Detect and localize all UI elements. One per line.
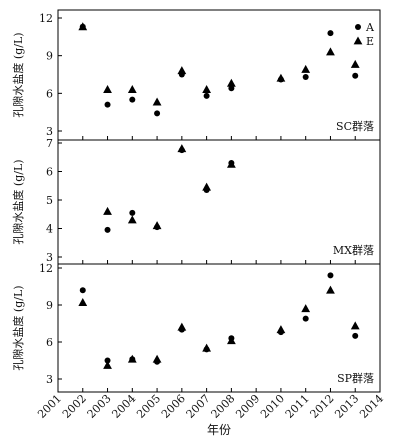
- data-point-circle: [352, 332, 359, 339]
- panel-frame: [57, 9, 381, 141]
- panel-label: MX群落: [333, 243, 374, 257]
- data-point-circle: [104, 101, 111, 108]
- panel-2: 3 6 9 12 孔隙水盐度 (g/L) SP群落: [11, 262, 381, 393]
- data-point-triangle: [127, 85, 137, 93]
- data-point-triangle: [226, 159, 236, 168]
- y-tick-label: 6: [46, 87, 53, 100]
- legend-label: A: [365, 21, 375, 34]
- y-tick-label: 4: [46, 223, 53, 236]
- x-axis-label: 年份: [207, 423, 231, 437]
- data-point-triangle: [276, 325, 286, 334]
- data-point-circle: [104, 226, 111, 233]
- y-axis-label: 孔隙水盐度 (g/L): [11, 32, 25, 117]
- data-point-triangle: [152, 97, 162, 106]
- data-point-circle: [104, 357, 111, 364]
- data-point-triangle: [326, 47, 335, 56]
- data-point-circle: [228, 85, 235, 92]
- x-tick-label: 2009: [233, 392, 262, 421]
- legend-item: E: [353, 35, 374, 48]
- x-tick-label: 2012: [308, 392, 337, 421]
- y-tick-label: 3: [46, 251, 53, 264]
- data-point-circle: [154, 110, 161, 117]
- panel-label: SP群落: [337, 371, 374, 385]
- y-tick-label: 5: [46, 194, 53, 207]
- x-tick-label: 2008: [209, 392, 238, 421]
- data-point-triangle: [127, 215, 137, 224]
- y-tick-label: 3: [46, 125, 53, 138]
- data-point-triangle: [202, 343, 212, 352]
- data-point-circle: [129, 96, 136, 103]
- data-point-triangle: [78, 297, 88, 306]
- y-tick-label: 9: [46, 50, 53, 63]
- y-tick-label: 9: [46, 299, 53, 312]
- y-tick-label: 12: [39, 262, 53, 275]
- x-tick-label: 2003: [85, 392, 114, 421]
- legend-label: E: [366, 35, 374, 48]
- x-tick-label: 2013: [332, 392, 361, 421]
- data-point-triangle: [177, 322, 187, 331]
- panel-1: 3 4 5 6 7 孔隙水盐度 (g/L) MX群落: [11, 137, 381, 265]
- panel-label: SC群落: [336, 119, 374, 133]
- x-tick-label: 2004: [109, 392, 138, 421]
- panel-0: 3 6 9 12 孔隙水盐度 (g/L) SC群落: [11, 9, 381, 141]
- data-point-triangle: [202, 182, 212, 191]
- y-tick-label: 6: [46, 166, 53, 179]
- data-point-circle: [79, 287, 86, 294]
- data-point-circle: [203, 92, 210, 99]
- y-tick-label: 7: [46, 137, 53, 150]
- legend: AE: [353, 21, 375, 48]
- data-point-circle: [129, 209, 136, 216]
- data-point-triangle: [326, 285, 335, 294]
- data-point-circle: [352, 72, 359, 79]
- data-point-triangle: [301, 304, 311, 313]
- legend-item: A: [355, 21, 375, 34]
- data-point-triangle: [127, 354, 137, 363]
- data-point-triangle: [177, 66, 187, 75]
- data-point-triangle: [226, 336, 236, 345]
- data-point-triangle: [177, 144, 187, 153]
- panel-frame: [57, 139, 381, 265]
- x-tick-label: 2006: [159, 392, 188, 421]
- y-tick-label: 3: [46, 373, 53, 386]
- data-point-circle: [302, 74, 309, 81]
- y-axis-label: 孔隙水盐度 (g/L): [11, 159, 25, 244]
- data-point-triangle: [152, 221, 162, 230]
- data-point-circle: [327, 272, 334, 279]
- y-axis-label: 孔隙水盐度 (g/L): [11, 285, 25, 370]
- data-point-triangle: [276, 73, 286, 82]
- x-tick-label: 2010: [258, 392, 287, 421]
- data-point-circle: [327, 30, 334, 37]
- data-point-triangle: [226, 78, 236, 87]
- data-point-triangle: [202, 85, 212, 93]
- x-tick-label: 2007: [184, 392, 213, 421]
- x-tick-label: 2014: [357, 392, 386, 421]
- y-tick-label: 6: [46, 336, 53, 349]
- data-point-triangle: [301, 64, 311, 73]
- data-point-triangle: [103, 360, 112, 369]
- x-tick-label: 2001: [35, 392, 64, 421]
- data-point-triangle: [350, 321, 360, 330]
- data-point-triangle: [103, 85, 112, 93]
- data-point-triangle: [78, 22, 88, 31]
- x-tick-label: 2011: [283, 392, 312, 421]
- data-point-triangle: [152, 354, 162, 363]
- x-tick-label: 2005: [134, 392, 163, 421]
- data-point-circle: [302, 315, 309, 322]
- x-tick-label: 2002: [60, 392, 89, 421]
- data-point-triangle: [103, 206, 112, 215]
- y-tick-label: 12: [39, 12, 53, 25]
- panel-frame: [57, 263, 381, 393]
- data-point-triangle: [350, 59, 360, 68]
